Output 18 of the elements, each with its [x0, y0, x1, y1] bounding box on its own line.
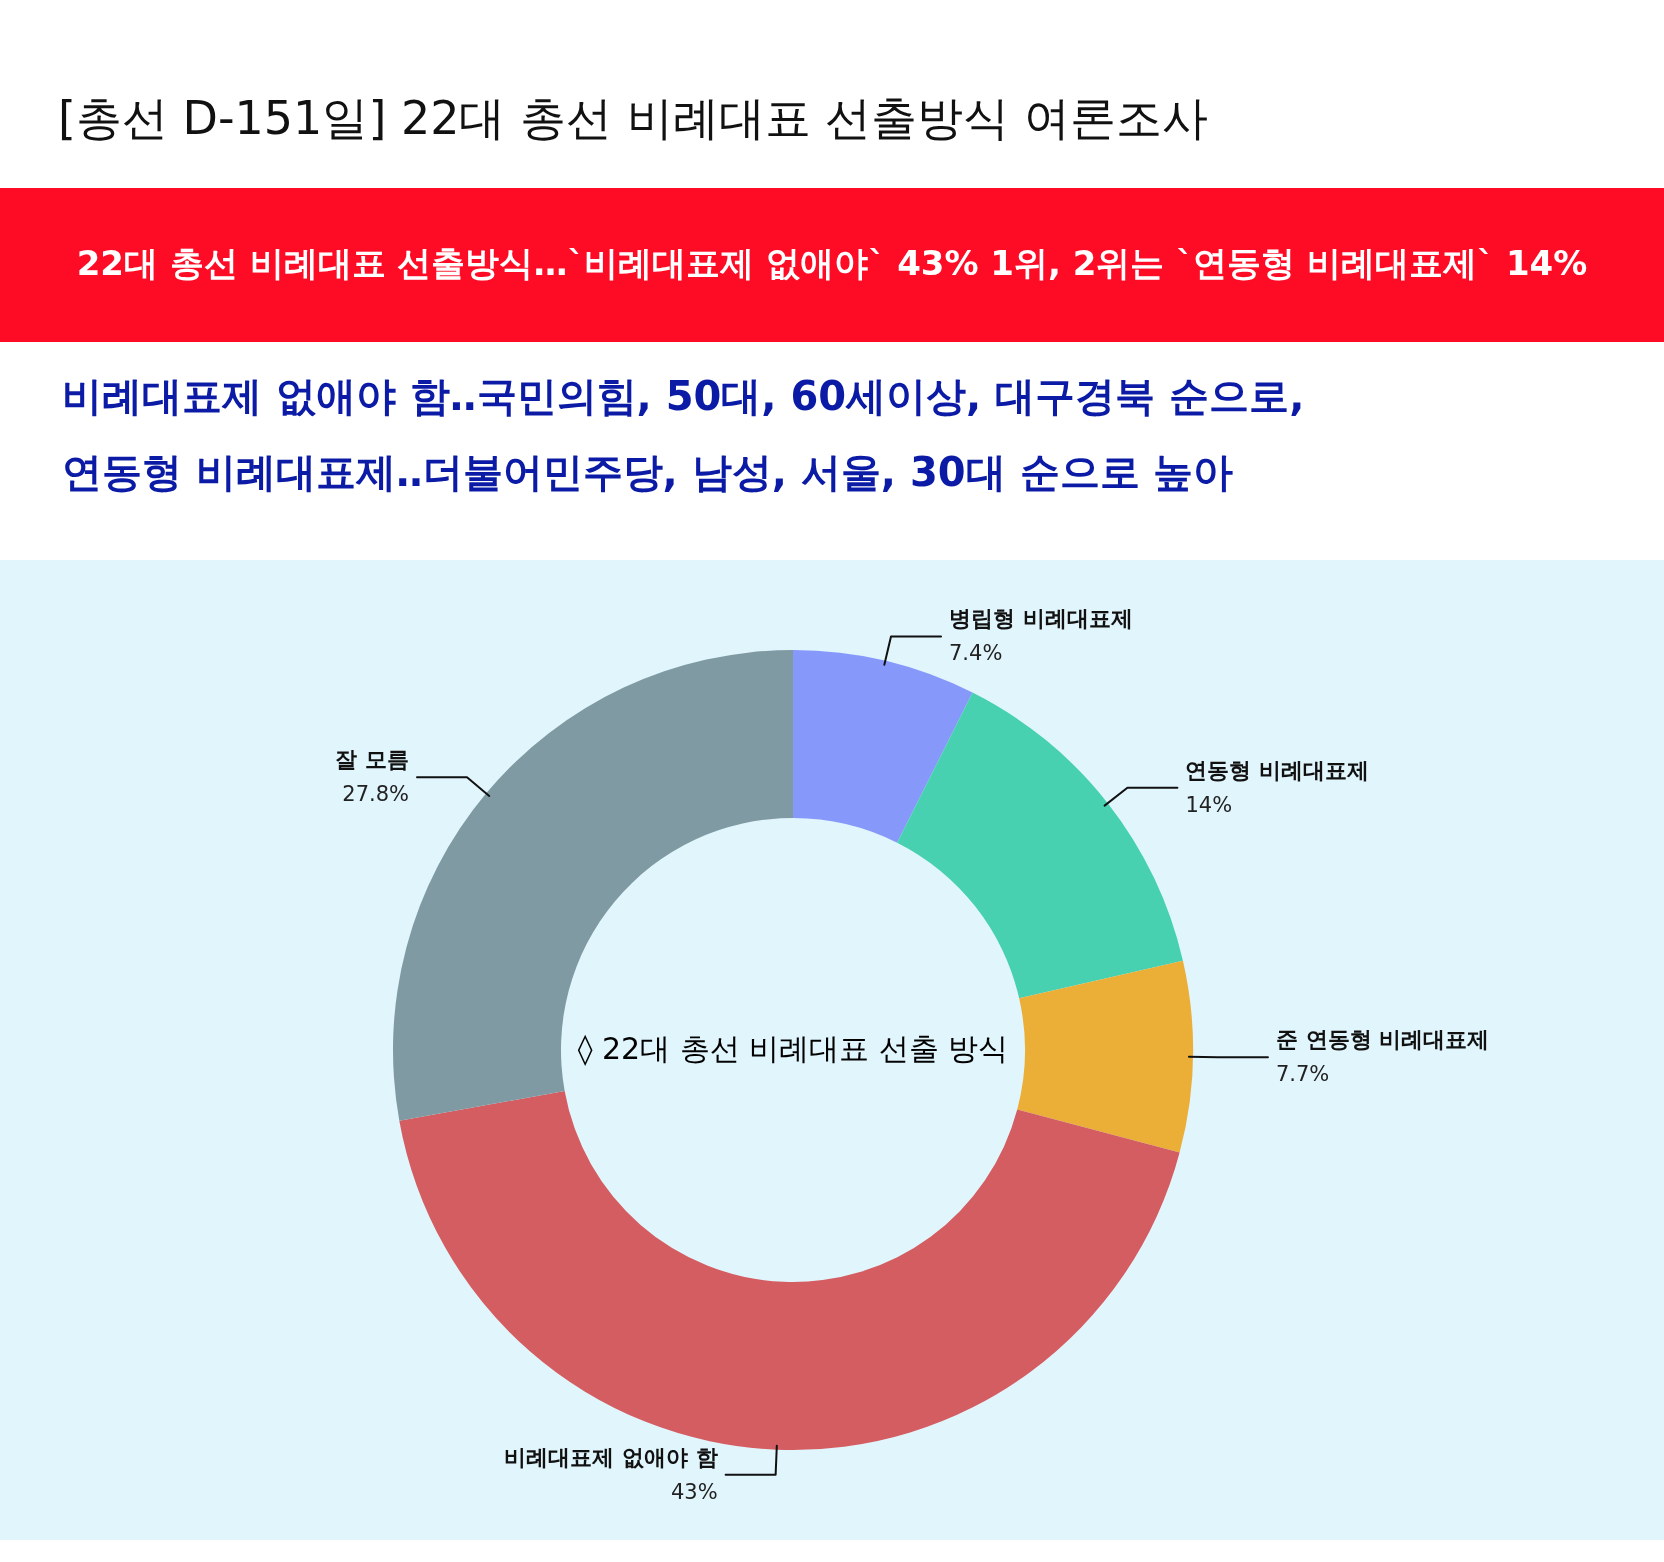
donut-slice	[399, 1091, 1180, 1450]
chart-subtitle: 22대 총선 비례대표 선출방식…`비례대표제 없애야` 43% 1위, 2위는 `연동형 비례대표제` 14%	[76, 243, 1588, 283]
slice-label: 잘 모름	[335, 747, 409, 773]
data-label: 14%	[1185, 792, 1233, 817]
data-label: 7.7%	[1275, 1062, 1330, 1087]
slice-label: 비례대표제 없애야 함	[504, 1444, 718, 1470]
donut-slice	[897, 692, 1183, 999]
text: ◊ 22대 총선 비례대표 선출 방식	[577, 1031, 1009, 1066]
data-label: 7.4%	[949, 641, 1003, 666]
slice-label: 병립형 비례대표제	[949, 606, 1133, 632]
data-label: 43%	[670, 1479, 718, 1504]
text: 연동형 비례대표제‥더불어민주당, 남성, 서울, 30대 순으로 높아	[62, 449, 1234, 495]
donut-slice	[1017, 960, 1193, 1153]
chart-title: [총선 D-151일] 22대 총선 비례대표 선출방식 여론조사	[58, 91, 1208, 145]
text: 비례대표제 없애야 함‥국민의힘, 50대, 60세이상, 대구경북 순으로,	[62, 373, 1305, 419]
slice-label: 연동형 비례대표제	[1185, 757, 1370, 783]
slice-label: 준 연동형 비례대표제	[1275, 1027, 1490, 1053]
data-label: 27.8%	[342, 782, 409, 807]
